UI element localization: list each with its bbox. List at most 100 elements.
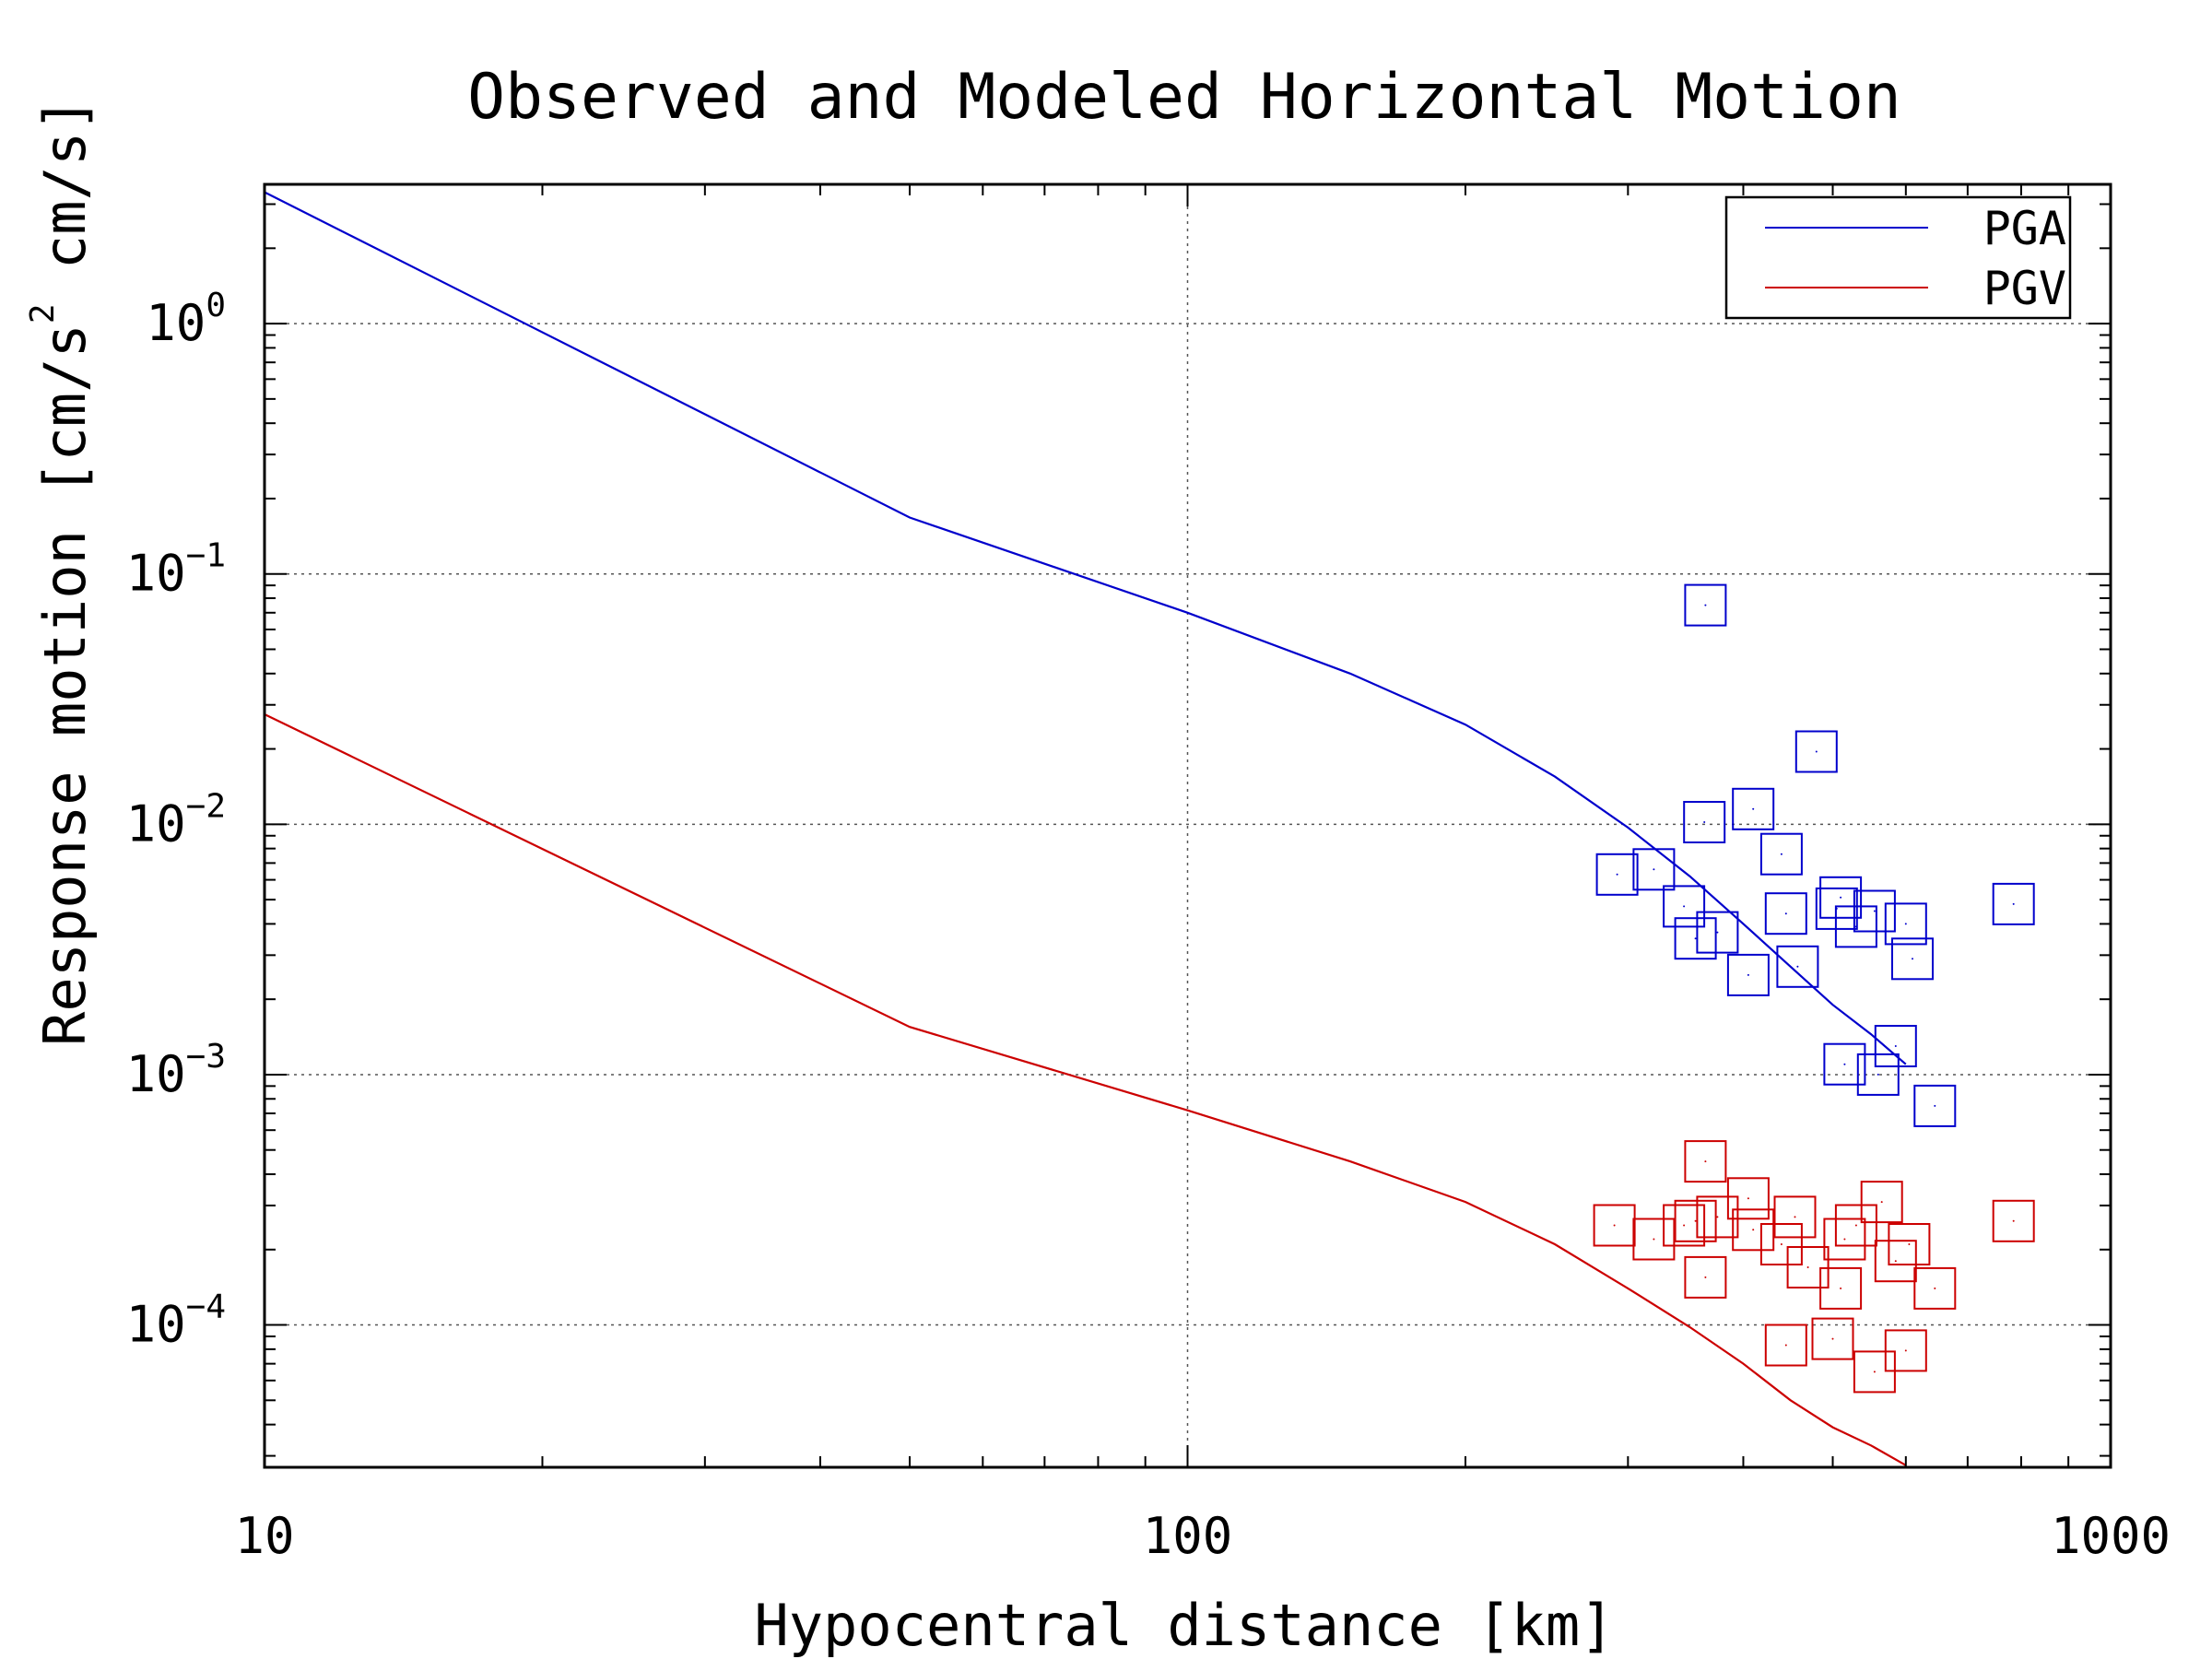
- axes: [263, 182, 2112, 1469]
- y-tick-label: 10−1: [126, 537, 226, 603]
- data-point-center-pga: [1716, 931, 1719, 934]
- data-point-pgv: [1759, 1223, 1803, 1265]
- data-point-center-pgv: [1780, 1243, 1783, 1245]
- data-point-center-pga: [1894, 1045, 1897, 1047]
- data-point-pgv: [1696, 1195, 1739, 1239]
- data-point-pga: [1891, 937, 1934, 981]
- data-point-pgv: [1632, 1218, 1676, 1261]
- data-point-pga: [1913, 1084, 1957, 1127]
- data-point-pga: [1764, 892, 1807, 935]
- data-point-center-pgv: [1843, 1238, 1846, 1241]
- data-point-pgv: [1874, 1240, 1917, 1283]
- data-point-center-pga: [1694, 937, 1697, 940]
- data-point-pga: [1663, 885, 1706, 928]
- y-axis-label-sup: 2: [24, 303, 62, 324]
- data-point-pgv: [1684, 1140, 1727, 1183]
- data-point-center-pgv: [1934, 1287, 1936, 1289]
- data-point-pga: [1674, 917, 1717, 960]
- data-point-pga: [1732, 787, 1775, 830]
- x-tick-label: 100: [1143, 1507, 1233, 1565]
- data-point-pgv: [1593, 1204, 1636, 1247]
- data-point-center-pga: [1904, 923, 1907, 925]
- data-point-center-pgv: [1894, 1260, 1897, 1263]
- y-tick-label: 100: [146, 287, 226, 352]
- series-line-pgv: [264, 713, 1907, 1466]
- y-tick-label-exponent: −1: [186, 537, 226, 575]
- data-point-center-pgv: [1694, 1219, 1697, 1222]
- data-point-center-pga: [1747, 973, 1749, 976]
- data-point-center-pga: [2012, 902, 2015, 905]
- y-tick-label-base: 10: [146, 294, 206, 352]
- grid: [265, 184, 2111, 1467]
- data-point-center-pgv: [1904, 1349, 1907, 1352]
- data-point-center-pga: [1877, 1073, 1879, 1076]
- data-point-center-pga: [1703, 821, 1706, 823]
- data-point-pgv: [1764, 1324, 1807, 1367]
- data-point-center-pga: [1854, 925, 1857, 928]
- data-point-pga: [1776, 945, 1819, 988]
- data-point-pgv: [1992, 1199, 2035, 1242]
- y-axis-label-tail: cm/s]: [31, 97, 99, 303]
- data-point-center-pgv: [1880, 1201, 1883, 1204]
- chart-title: Observed and Modeled Horizontal Motion: [467, 61, 1901, 134]
- data-point-pga: [1874, 1025, 1917, 1067]
- data-point-pgv: [1888, 1223, 1931, 1265]
- data-point-center-pga: [1780, 853, 1783, 855]
- data-point-center-pga: [1704, 604, 1707, 606]
- data-point-center-pgv: [1908, 1243, 1911, 1245]
- data-point-pga: [1853, 889, 1896, 933]
- x-axis-label: Hypocentral distance [km]: [754, 1592, 1614, 1659]
- y-axis-label-main: Response motion [cm/s: [31, 324, 99, 1046]
- y-tick-label-exponent: −3: [186, 1038, 226, 1076]
- y-tick-label-base: 10: [126, 545, 186, 603]
- legend-box: [1724, 195, 2072, 320]
- data-point-pgv: [1860, 1181, 1903, 1224]
- data-point-center-pga: [1873, 910, 1876, 912]
- legend-label-pga: PGA: [1983, 202, 2066, 255]
- data-point-center-pga: [1796, 965, 1799, 968]
- data-point-pga: [1884, 902, 1927, 946]
- data-point-pga: [1823, 1042, 1866, 1086]
- data-point-center-pgv: [1704, 1276, 1707, 1278]
- data-point-pgv: [1726, 1177, 1770, 1220]
- data-point-pga: [1684, 583, 1727, 627]
- data-point-pgv: [1811, 1317, 1854, 1360]
- y-tick-label-exponent: 0: [206, 287, 226, 324]
- data-point-center-pga: [1752, 807, 1755, 810]
- data-point-center-pgv: [1704, 1160, 1707, 1163]
- series-line-pga: [264, 191, 1907, 1065]
- data-point-pgv: [1663, 1204, 1706, 1247]
- data-point-center-pgv: [1613, 1224, 1616, 1227]
- data-point-pgv: [1732, 1208, 1775, 1252]
- data-point-pgv: [1884, 1329, 1927, 1372]
- data-point-center-pgv: [1784, 1344, 1787, 1347]
- data-point-pga: [1819, 876, 1863, 919]
- data-point-pga: [1992, 882, 2035, 925]
- series-area: [264, 191, 2035, 1466]
- data-point-center-pgv: [1831, 1337, 1834, 1340]
- data-point-pga: [1759, 832, 1803, 876]
- data-point-pga: [1683, 801, 1726, 843]
- data-point-center-pgv: [1716, 1216, 1719, 1218]
- data-point-pgv: [1674, 1199, 1717, 1242]
- data-point-pgv: [1823, 1218, 1866, 1261]
- legend: PGA PGV: [1724, 195, 2072, 320]
- y-tick-label: 10−3: [126, 1038, 226, 1103]
- data-point-center-pga: [1653, 868, 1655, 871]
- data-point-pga: [1834, 905, 1877, 948]
- data-point-pga: [1595, 853, 1639, 896]
- data-point-pga: [1632, 848, 1676, 891]
- y-tick-label-base: 10: [126, 1045, 186, 1103]
- x-tick-label: 1000: [2051, 1507, 2171, 1565]
- data-point-center-pga: [1616, 873, 1618, 876]
- y-tick-label-base: 10: [126, 1296, 186, 1354]
- x-tick-label: 10: [234, 1507, 294, 1565]
- data-point-center-pga: [1815, 750, 1818, 753]
- data-point-center-pga: [1843, 1063, 1846, 1065]
- y-tick-label: 10−2: [126, 787, 226, 853]
- data-point-center-pga: [1683, 905, 1686, 908]
- data-point-pgv: [1684, 1255, 1727, 1299]
- y-axis-label: Response motion [cm/s2 cm/s]: [24, 97, 99, 1046]
